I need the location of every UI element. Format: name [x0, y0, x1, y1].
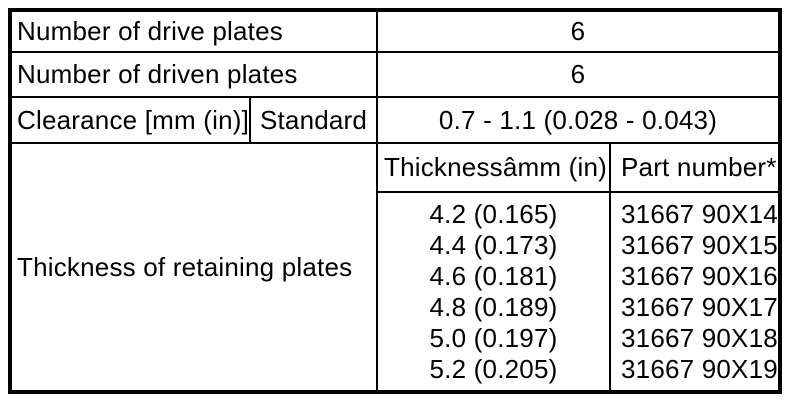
part-number-value: 31667 90X16 — [621, 260, 778, 291]
part-number-value: 31667 90X15 — [621, 229, 778, 260]
thickness-value: 4.4 (0.173) — [429, 229, 558, 260]
part-number-value: 31667 90X17 — [621, 291, 778, 322]
retaining-plates-label: Thickness of retaining plates — [9, 142, 378, 393]
clearance-value: 0.7 - 1.1 (0.028 - 0.043) — [376, 96, 781, 144]
table-row-retaining-header: Thickness of retaining plates Thicknessâ… — [9, 142, 781, 393]
thickness-value: 4.2 (0.165) — [429, 198, 558, 229]
clutch-spec-table: Number of drive plates 6 Number of drive… — [8, 8, 782, 394]
table-row-retaining-values: 4.2 (0.165) 4.4 (0.173) 4.6 (0.181) 4.8 … — [10, 191, 781, 393]
thickness-column-header: Thicknessâmm (in) — [376, 142, 611, 193]
part-number-value: 31667 90X19 — [621, 353, 778, 384]
drive-plates-value: 6 — [376, 9, 781, 53]
driven-plates-value: 6 — [376, 51, 781, 98]
clearance-condition: Standard — [249, 96, 378, 144]
part-number-value: 31667 90X14 — [621, 198, 778, 229]
part-number-column-header: Part number* — [609, 142, 781, 193]
table-row-clearance: Clearance [mm (in)] Standard 0.7 - 1.1 (… — [9, 96, 781, 144]
thickness-value: 4.8 (0.189) — [429, 291, 558, 322]
driven-plates-label: Number of driven plates — [9, 51, 378, 98]
thickness-value: 5.2 (0.205) — [429, 353, 558, 384]
table-row-driven-plates: Number of driven plates 6 — [9, 51, 781, 98]
thickness-value: 5.0 (0.197) — [429, 322, 558, 353]
part-number-values-cell: 31667 90X14 31667 90X15 31667 90X16 3166… — [609, 191, 781, 393]
drive-plates-label: Number of drive plates — [9, 9, 378, 53]
thickness-values-cell: 4.2 (0.165) 4.4 (0.173) 4.6 (0.181) 4.8 … — [376, 191, 611, 393]
clearance-label: Clearance [mm (in)] — [9, 96, 251, 144]
part-number-value: 31667 90X18 — [621, 322, 778, 353]
table-row-drive-plates: Number of drive plates 6 — [9, 9, 781, 53]
thickness-value: 4.6 (0.181) — [429, 260, 558, 291]
